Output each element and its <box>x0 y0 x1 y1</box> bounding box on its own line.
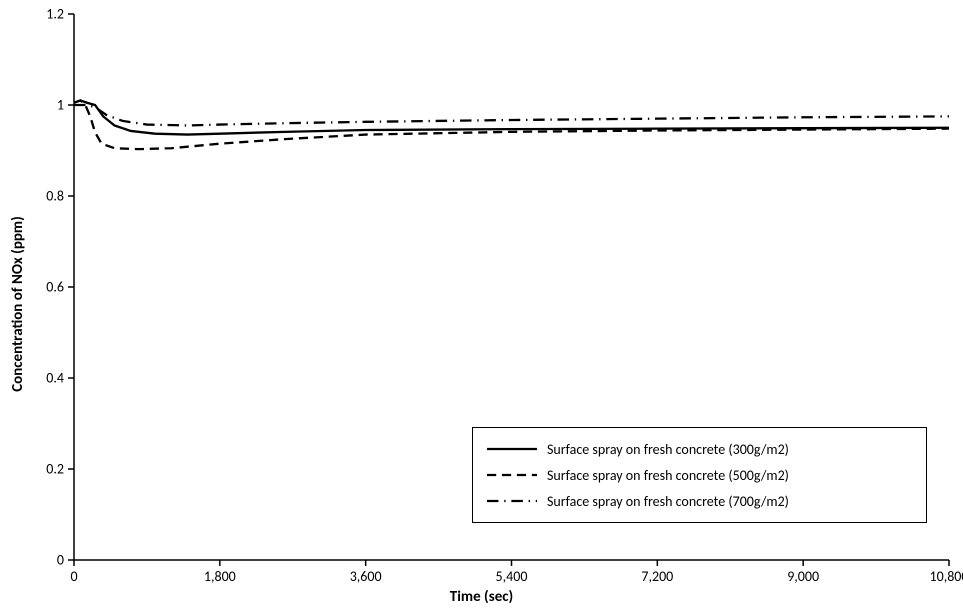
legend-swatch <box>487 440 537 458</box>
legend-label: Surface spray on fresh concrete (300g/m2… <box>547 441 789 458</box>
legend-label: Surface spray on fresh concrete (700g/m2… <box>547 493 789 510</box>
x-tick-label: 1,800 <box>204 568 236 585</box>
legend-swatch <box>487 492 537 510</box>
x-tick-label: 7,200 <box>641 568 673 585</box>
legend: Surface spray on fresh concrete (300g/m2… <box>472 427 927 523</box>
y-tick-label: 1.2 <box>0 6 64 23</box>
x-tick-label: 9,000 <box>787 568 819 585</box>
legend-item: Surface spray on fresh concrete (500g/m2… <box>487 462 912 488</box>
x-tick-label: 5,400 <box>496 568 528 585</box>
series-line <box>74 100 949 134</box>
x-tick-label: 3,600 <box>350 568 382 585</box>
chart-stage: 00.20.40.60.811.2 01,8003,6005,4007,2009… <box>0 0 963 608</box>
x-tick-label: 0 <box>70 568 77 585</box>
series-line <box>74 105 949 125</box>
legend-item: Surface spray on fresh concrete (300g/m2… <box>487 436 912 462</box>
y-axis-title: Concentration of NOx (ppm) <box>9 216 27 392</box>
x-tick-label: 10,800 <box>930 568 963 585</box>
y-tick-label: 1 <box>0 97 64 114</box>
y-tick-label: 0.8 <box>0 188 64 205</box>
y-tick-label: 0.2 <box>0 461 64 478</box>
legend-item: Surface spray on fresh concrete (700g/m2… <box>487 488 912 514</box>
x-axis-title: Time (sec) <box>450 588 513 606</box>
series-line <box>74 100 949 149</box>
y-tick-label: 0 <box>0 552 64 569</box>
legend-swatch <box>487 466 537 484</box>
legend-label: Surface spray on fresh concrete (500g/m2… <box>547 467 789 484</box>
